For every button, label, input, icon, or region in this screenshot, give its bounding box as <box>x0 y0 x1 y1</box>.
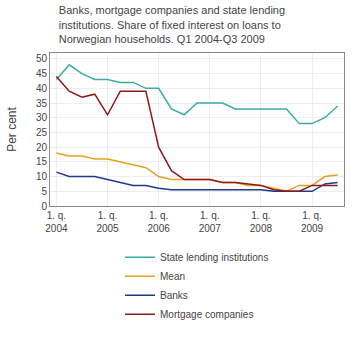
svg-text:Banks, mortgage companies and: Banks, mortgage companies and state lend… <box>59 4 285 45</box>
svg-text:State lending institutions: State lending institutions <box>160 252 268 263</box>
svg-text:50: 50 <box>36 53 48 64</box>
svg-text:5: 5 <box>41 186 47 197</box>
svg-text:1. q.2005: 1. q.2005 <box>96 210 119 234</box>
svg-text:1. q.2008: 1. q.2008 <box>250 210 273 234</box>
svg-text:35: 35 <box>36 98 48 109</box>
svg-text:1. q.2009: 1. q.2009 <box>301 210 324 234</box>
svg-text:25: 25 <box>36 127 48 138</box>
svg-text:Per cent: Per cent <box>5 106 19 151</box>
svg-text:Mortgage companies: Mortgage companies <box>160 309 253 320</box>
svg-text:0: 0 <box>41 201 47 212</box>
svg-text:10: 10 <box>36 171 48 182</box>
svg-text:1. q.2004: 1. q.2004 <box>45 210 68 234</box>
svg-text:30: 30 <box>36 112 48 123</box>
svg-text:1. q.2006: 1. q.2006 <box>148 210 171 234</box>
svg-text:20: 20 <box>36 142 48 153</box>
svg-text:Banks: Banks <box>160 290 188 301</box>
svg-text:Mean: Mean <box>160 271 185 282</box>
svg-text:1. q.2007: 1. q.2007 <box>199 210 222 234</box>
svg-text:15: 15 <box>36 156 48 167</box>
svg-text:45: 45 <box>36 68 48 79</box>
svg-text:40: 40 <box>36 83 48 94</box>
